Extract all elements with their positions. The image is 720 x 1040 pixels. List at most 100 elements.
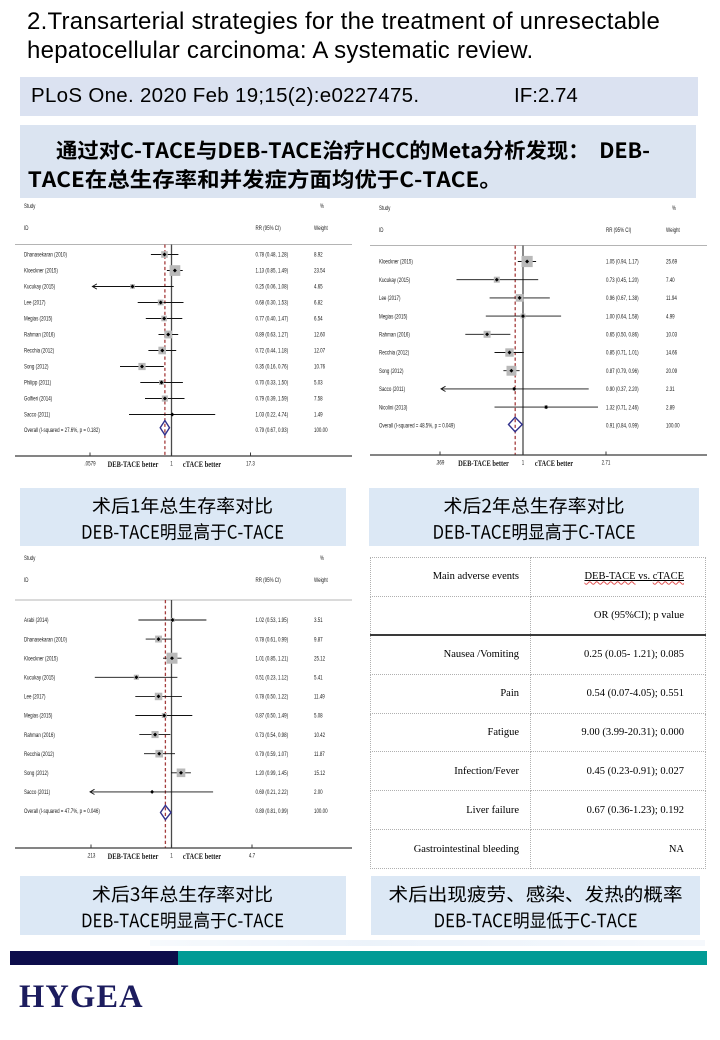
svg-text:0.78 (0.50, 1.22): 0.78 (0.50, 1.22)	[256, 694, 289, 701]
svg-text:5.41: 5.41	[314, 675, 323, 682]
svg-text:100.00: 100.00	[314, 809, 328, 816]
svg-text:10.76: 10.76	[314, 364, 325, 371]
svg-text:0.79 (0.59, 1.07): 0.79 (0.59, 1.07)	[256, 751, 289, 758]
svg-text:25.12: 25.12	[314, 656, 325, 663]
svg-text:11.94: 11.94	[666, 296, 677, 303]
svg-text:DEB-TACE better: DEB-TACE better	[108, 459, 159, 469]
svg-text:Song (2012): Song (2012)	[379, 368, 404, 375]
svg-text:0.65 (0.50, 0.86): 0.65 (0.50, 0.86)	[606, 332, 639, 339]
svg-text:0.78 (0.48, 1.28): 0.78 (0.48, 1.28)	[256, 252, 289, 259]
svg-text:Sacco (2011): Sacco (2011)	[24, 412, 50, 419]
svg-text:0.35 (0.16, 0.76): 0.35 (0.16, 0.76)	[256, 364, 289, 371]
svg-text:Nicolini (2013): Nicolini (2013)	[379, 405, 408, 412]
svg-text:Overall (I-squared = 48.5%, p: Overall (I-squared = 48.5%, p = 0.049)	[379, 423, 455, 430]
svg-text:Lee (2017): Lee (2017)	[24, 694, 46, 701]
svg-text:Kloeckner (2015): Kloeckner (2015)	[24, 268, 58, 275]
svg-text:0.89 (0.81, 0.99): 0.89 (0.81, 0.99)	[256, 809, 289, 816]
svg-text:0.69 (0.21, 2.22): 0.69 (0.21, 2.22)	[256, 790, 289, 797]
svg-text:Overall (I-squared = 27.6%, p: Overall (I-squared = 27.6%, p = 0.182)	[24, 428, 100, 435]
svg-text:0.73 (0.45, 1.20): 0.73 (0.45, 1.20)	[606, 277, 639, 284]
svg-text:1.02 (0.53, 1.95): 1.02 (0.53, 1.95)	[256, 618, 289, 625]
svg-text:Dhanasekaran (2010): Dhanasekaran (2010)	[24, 637, 67, 644]
svg-text:Kucukay (2015): Kucukay (2015)	[24, 675, 55, 682]
svg-text:1.05 (0.94, 1.17): 1.05 (0.94, 1.17)	[606, 259, 639, 266]
svg-text:.213: .213	[87, 853, 96, 860]
svg-text:Lee (2017): Lee (2017)	[24, 300, 46, 307]
svg-text:1.03 (0.22, 4.74): 1.03 (0.22, 4.74)	[256, 412, 289, 419]
svg-text:2.00: 2.00	[314, 790, 323, 797]
svg-text:cTACE better: cTACE better	[183, 851, 222, 861]
svg-text:Dhanasekaran (2010): Dhanasekaran (2010)	[24, 252, 67, 259]
svg-text:Megias (2015): Megias (2015)	[24, 316, 53, 323]
svg-text:11.49: 11.49	[314, 694, 325, 701]
svg-text:Study: Study	[24, 556, 36, 563]
svg-text:0.87 (0.50, 1.49): 0.87 (0.50, 1.49)	[256, 713, 289, 720]
svg-text:1: 1	[522, 460, 525, 467]
svg-text:10.03: 10.03	[666, 332, 677, 339]
svg-text:0.68 (0.30, 1.53): 0.68 (0.30, 1.53)	[256, 300, 289, 307]
svg-text:0.70 (0.33, 1.50): 0.70 (0.33, 1.50)	[256, 380, 289, 387]
svg-text:5.08: 5.08	[314, 713, 323, 720]
svg-text:10.42: 10.42	[314, 732, 325, 739]
svg-text:4.65: 4.65	[314, 284, 323, 291]
svg-text:12.60: 12.60	[314, 332, 325, 339]
svg-text:Lee (2017): Lee (2017)	[379, 296, 401, 303]
svg-text:Recchia (2012): Recchia (2012)	[24, 751, 54, 758]
svg-text:17.3: 17.3	[246, 461, 255, 468]
svg-text:14.66: 14.66	[666, 350, 677, 357]
svg-text:0.91 (0.84, 0.99): 0.91 (0.84, 0.99)	[606, 423, 639, 430]
svg-text:25.69: 25.69	[666, 259, 677, 266]
svg-text:6.82: 6.82	[314, 300, 323, 307]
svg-text:0.90 (0.37, 2.20): 0.90 (0.37, 2.20)	[606, 387, 639, 394]
svg-text:Song (2012): Song (2012)	[24, 770, 49, 777]
svg-text:4.7: 4.7	[249, 853, 255, 860]
svg-text:.0579: .0579	[84, 461, 95, 468]
svg-text:Study: Study	[24, 204, 36, 211]
svg-text:0.77 (0.40, 1.47): 0.77 (0.40, 1.47)	[256, 316, 289, 323]
svg-text:Sacco (2011): Sacco (2011)	[24, 790, 50, 797]
svg-text:2.71: 2.71	[602, 460, 611, 467]
svg-text:0.72 (0.44, 1.18): 0.72 (0.44, 1.18)	[256, 348, 289, 355]
svg-text:Rahman (2016): Rahman (2016)	[24, 332, 55, 339]
svg-text:cTACE better: cTACE better	[535, 458, 574, 468]
svg-text:7.58: 7.58	[314, 396, 323, 403]
svg-text:0.85 (0.71, 1.01): 0.85 (0.71, 1.01)	[606, 350, 639, 357]
svg-text:0.79 (0.39, 1.59): 0.79 (0.39, 1.59)	[256, 396, 289, 403]
svg-text:Kloeckner (2015): Kloeckner (2015)	[379, 259, 413, 266]
svg-text:0.51 (0.23, 1.12): 0.51 (0.23, 1.12)	[256, 675, 289, 682]
svg-text:1.20 (0.99, 1.45): 1.20 (0.99, 1.45)	[256, 770, 289, 777]
svg-text:2.31: 2.31	[666, 387, 675, 394]
svg-text:.369: .369	[436, 460, 445, 467]
svg-text:DEB-TACE better: DEB-TACE better	[458, 458, 509, 468]
svg-text:cTACE better: cTACE better	[183, 459, 222, 469]
svg-text:1: 1	[170, 853, 173, 860]
svg-text:Arabi (2014): Arabi (2014)	[24, 618, 49, 625]
svg-text:1.32 (0.71, 2.46): 1.32 (0.71, 2.46)	[606, 405, 639, 412]
svg-text:0.79 (0.67, 0.93): 0.79 (0.67, 0.93)	[256, 428, 289, 435]
svg-text:15.12: 15.12	[314, 770, 325, 777]
svg-text:1.00 (0.64, 1.58): 1.00 (0.64, 1.58)	[606, 314, 639, 321]
svg-text:0.89 (0.63, 1.27): 0.89 (0.63, 1.27)	[256, 332, 289, 339]
svg-text:100.00: 100.00	[666, 423, 680, 430]
svg-text:Weight: Weight	[314, 578, 328, 585]
svg-text:ID: ID	[24, 578, 29, 585]
svg-text:12.07: 12.07	[314, 348, 325, 355]
svg-text:RR (95% CI): RR (95% CI)	[256, 226, 281, 233]
svg-text:100.00: 100.00	[314, 428, 328, 435]
svg-text:2.89: 2.89	[666, 405, 675, 412]
svg-text:Rahman (2016): Rahman (2016)	[379, 332, 410, 339]
svg-text:1: 1	[170, 461, 173, 468]
svg-text:%: %	[672, 206, 676, 213]
svg-text:Megias (2015): Megias (2015)	[24, 713, 53, 720]
svg-text:DEB-TACE better: DEB-TACE better	[108, 851, 159, 861]
svg-text:Recchia (2012): Recchia (2012)	[379, 350, 409, 357]
svg-text:4.99: 4.99	[666, 314, 675, 321]
svg-text:1.49: 1.49	[314, 412, 323, 419]
svg-text:20.09: 20.09	[666, 368, 677, 375]
svg-text:Study: Study	[379, 206, 391, 213]
svg-text:Weight: Weight	[314, 226, 328, 233]
svg-text:Golfieri (2014): Golfieri (2014)	[24, 396, 52, 403]
svg-text:0.78 (0.61, 0.99): 0.78 (0.61, 0.99)	[256, 637, 289, 644]
svg-text:9.87: 9.87	[314, 637, 323, 644]
svg-text:Weight: Weight	[666, 228, 680, 235]
